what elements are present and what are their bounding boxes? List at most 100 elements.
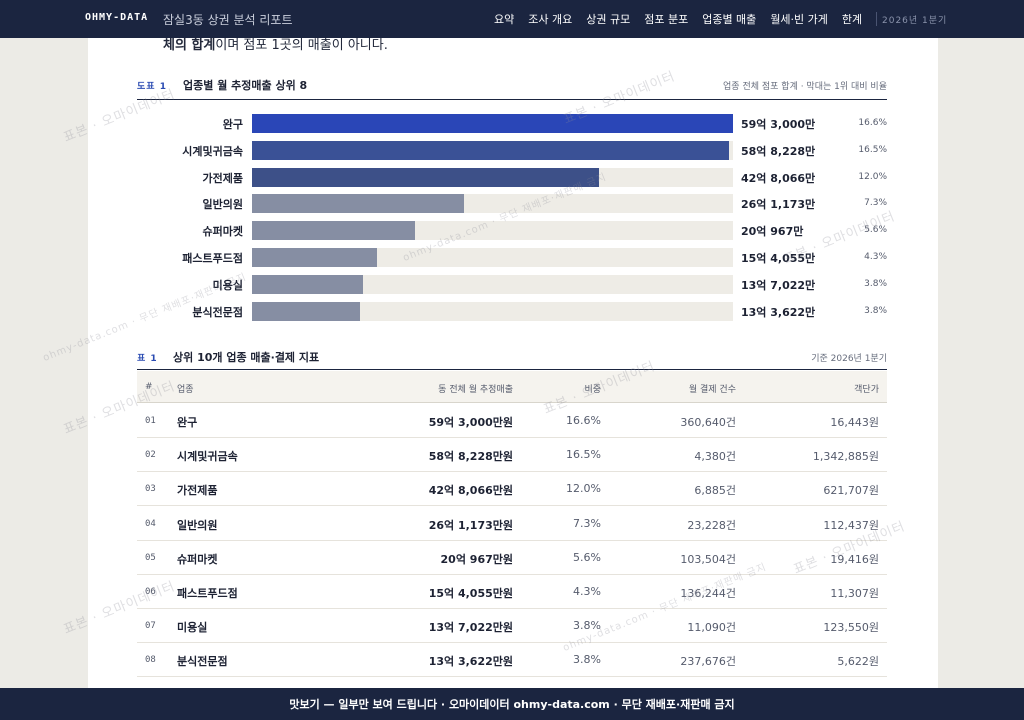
row-avg-price: 112,437원 (823, 518, 879, 532)
row-count: 4,380건 (694, 450, 736, 464)
bar-row: 가전제품 42억 8,066만 12.0% (88, 167, 938, 187)
row-avg-price: 1,342,885원 (812, 450, 879, 464)
bar-share-label: 4.3% (864, 252, 887, 262)
col-header-sales: 동 전체 월 추정매출 (438, 385, 513, 395)
bar-label: 분식전문점 (192, 305, 243, 319)
bar (252, 114, 733, 133)
row-count: 103,504건 (680, 552, 736, 566)
row-rank: 04 (145, 518, 156, 529)
table-row: 04 일반의원 26억 1,173만원 7.3% 23,228건 112,437원 (137, 507, 887, 541)
row-count: 237,676건 (680, 655, 736, 669)
bar-track (252, 221, 733, 241)
row-share: 4.3% (573, 585, 601, 598)
nav-item-rent-vacancy[interactable]: 월세·빈 가게 (770, 13, 828, 26)
row-share: 7.3% (573, 516, 601, 530)
bar (252, 167, 599, 187)
bar (252, 194, 464, 214)
nav-menu: 요약 조사 개요 상권 규모 점포 분포 업종별 매출 월세·빈 가게 한계 (494, 11, 876, 27)
figure-title: 업종별 월 추정매출 상위 8 (183, 79, 308, 92)
nav-item-survey-overview[interactable]: 조사 개요 (528, 13, 573, 26)
table-row: 07 미용실 13억 7,022만원 3.8% 11,090건 123,550원 (137, 609, 887, 644)
row-avg-price: 16,443원 (830, 416, 879, 429)
row-industry: 슈퍼마켓 (177, 552, 218, 566)
preview-banner: 맛보기 — 일부만 보여 드립니다 · 오마이데이터 ohmy-data.com… (0, 688, 1024, 720)
row-count: 23,228건 (687, 518, 736, 532)
bar-label: 패스트푸드점 (182, 252, 243, 265)
row-rank: 08 (145, 655, 156, 666)
bar-track (252, 114, 733, 133)
row-rank: 02 (145, 450, 156, 461)
brand-logo[interactable]: OHMY-DATA (85, 12, 149, 23)
bar-track (252, 140, 733, 160)
table-row: 02 시계및귀금속 58억 8,228만원 16.5% 4,380건 1,342,885원 (137, 438, 887, 473)
row-industry: 분식전문점 (177, 655, 228, 669)
bar-row: 시계및귀금속 58억 8,228만 16.5% (88, 140, 938, 160)
row-industry: 가전제품 (177, 484, 218, 498)
bar-label: 시계및귀금속 (182, 144, 243, 158)
figure-tag: 도표 1 (137, 82, 167, 92)
row-industry: 시계및귀금속 (177, 450, 238, 464)
bar-share-label: 7.3% (864, 198, 887, 209)
bar-value-label: 13억 3,622만 (741, 305, 816, 319)
intro-paragraph: 체의 합계이며 점포 1곳의 매출이 아니다. (163, 38, 388, 53)
col-header-share: 비중 (584, 385, 601, 395)
bar-row: 슈퍼마켓 20억 967만 5.6% (88, 221, 938, 241)
bar-track (252, 274, 733, 294)
col-header-industry: 업종 (177, 385, 194, 395)
bar-track (252, 167, 733, 187)
row-share: 16.6% (566, 414, 601, 427)
bar-track (252, 194, 733, 214)
row-industry: 일반의원 (177, 518, 218, 532)
row-rank: 05 (145, 552, 156, 563)
row-avg-price: 5,622원 (837, 655, 879, 669)
figure-note: 업종 전체 점포 합계 · 막대는 1위 대비 비율 (723, 82, 887, 92)
row-sales: 58억 8,228만원 (428, 450, 513, 464)
row-sales: 13억 7,022만원 (428, 621, 513, 635)
row-sales: 59억 3,000만원 (428, 416, 513, 429)
bar-share-label: 16.5% (858, 144, 887, 155)
row-avg-price: 11,307원 (830, 587, 879, 600)
bar-value-label: 42억 8,066만 (741, 171, 816, 185)
bar-share-label: 12.0% (858, 171, 887, 182)
table-row: 01 완구 59억 3,000만원 16.6% 360,640건 16,443원 (137, 404, 887, 438)
bar (252, 140, 729, 160)
nav-item-limitations[interactable]: 한계 (841, 13, 863, 26)
row-count: 6,885건 (694, 484, 736, 498)
bar-label: 미용실 (212, 278, 243, 292)
report-page: 체의 합계이며 점포 1곳의 매출이 아니다. 도표 1 업종별 월 추정매출 … (88, 38, 938, 688)
report-title: 잠실3동 상권 분석 리포트 (163, 13, 293, 27)
bar-label: 완구 (222, 118, 243, 131)
table-row: 05 슈퍼마켓 20억 967만원 5.6% 103,504건 19,416원 (137, 541, 887, 575)
intro-bold: 체의 합계 (163, 38, 216, 53)
row-share: 3.8% (573, 653, 601, 667)
row-sales: 20억 967만원 (440, 552, 513, 566)
table-row: 03 가전제품 42억 8,066만원 12.0% 6,885건 621,707원 (137, 472, 887, 507)
row-rank: 01 (145, 416, 156, 426)
nav-item-store-distribution[interactable]: 점포 분포 (644, 13, 689, 26)
bar-share-label: 3.8% (864, 278, 887, 289)
col-header-count: 월 결제 건수 (688, 385, 736, 395)
preview-banner-text: 맛보기 — 일부만 보여 드립니다 · 오마이데이터 ohmy-data.com… (289, 698, 735, 711)
row-sales: 15억 4,055만원 (428, 587, 513, 600)
bar-track (252, 248, 733, 267)
bar (252, 274, 363, 294)
bar-value-label: 20억 967만 (741, 225, 804, 239)
nav-divider (876, 12, 877, 26)
bar-value-label: 59억 3,000만 (741, 118, 816, 131)
col-header-rank: # (145, 382, 153, 392)
bar (252, 248, 377, 267)
nav-item-sales-by-industry[interactable]: 업종별 매출 (702, 13, 757, 26)
table-row: 08 분식전문점 13억 3,622만원 3.8% 237,676건 5,622원 (137, 643, 887, 678)
table-title: 상위 10개 업종 매출·결제 지표 (173, 351, 320, 364)
bar-row: 완구 59억 3,000만 16.6% (88, 114, 938, 133)
row-count: 136,244건 (680, 587, 736, 600)
bar-share-label: 3.8% (864, 305, 887, 316)
bar-label: 슈퍼마켓 (202, 225, 243, 239)
nav-item-market-size[interactable]: 상권 규모 (586, 13, 631, 26)
row-sales: 26억 1,173만원 (428, 518, 513, 532)
bar-row: 분식전문점 13억 3,622만 3.8% (88, 301, 938, 321)
top-nav-bar: OHMY-DATA 잠실3동 상권 분석 리포트 요약 조사 개요 상권 규모 … (0, 0, 1024, 38)
row-rank: 06 (145, 587, 156, 597)
bar-label: 가전제품 (202, 171, 243, 185)
nav-item-summary[interactable]: 요약 (494, 13, 515, 26)
